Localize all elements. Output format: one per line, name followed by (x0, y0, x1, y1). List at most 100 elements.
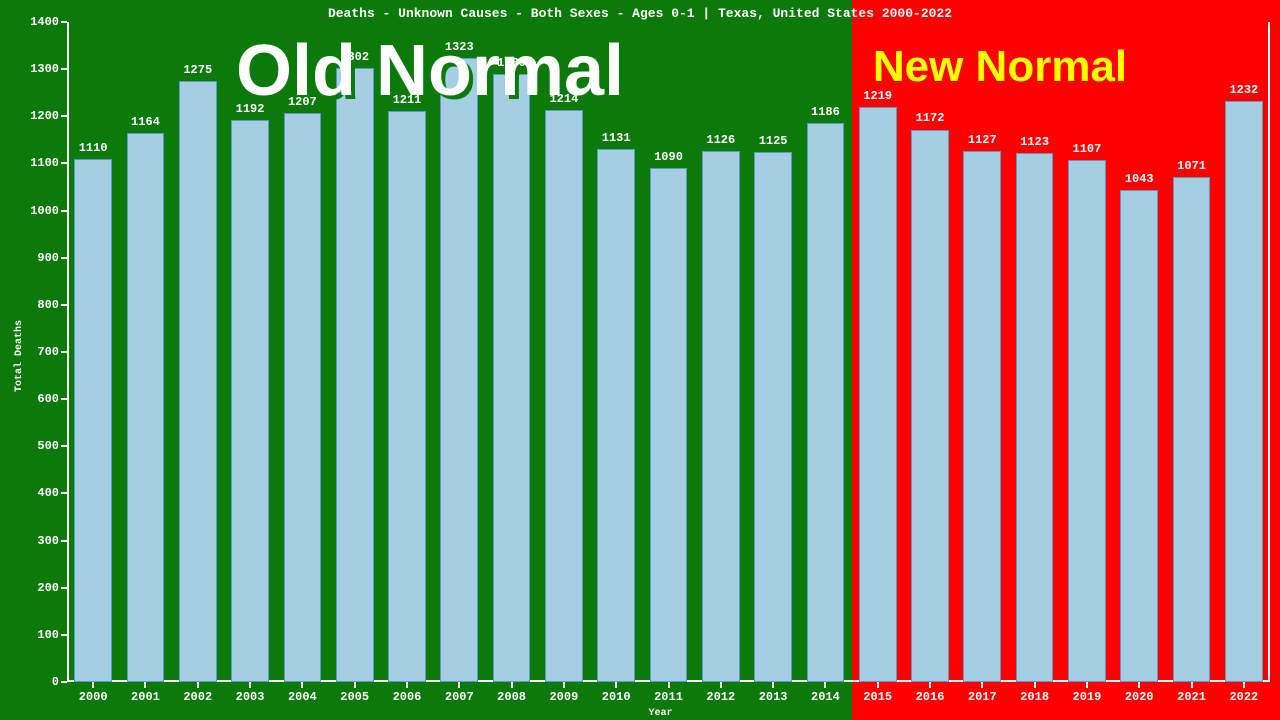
bar (74, 159, 112, 682)
bar-value-label: 1071 (1177, 159, 1206, 173)
x-tick (1086, 682, 1088, 688)
bar (231, 120, 269, 682)
bar-value-label: 1219 (863, 89, 892, 103)
y-tick (61, 304, 67, 306)
x-tick (772, 682, 774, 688)
bar-value-label: 1186 (811, 105, 840, 119)
bar (859, 107, 897, 682)
x-tick-label: 2013 (759, 690, 788, 704)
y-tick (61, 398, 67, 400)
bar-value-label: 1164 (131, 115, 160, 129)
bar-value-label: 1125 (759, 134, 788, 148)
x-tick (406, 682, 408, 688)
x-tick-label: 2003 (236, 690, 265, 704)
x-tick-label: 2016 (916, 690, 945, 704)
x-tick-label: 2002 (183, 690, 212, 704)
bar-value-label: 1323 (445, 40, 474, 54)
plot-area (67, 22, 1270, 682)
bar (911, 130, 949, 683)
x-tick-label: 2005 (340, 690, 369, 704)
bar (807, 123, 845, 682)
x-tick-label: 2001 (131, 690, 160, 704)
bar-value-label: 1127 (968, 133, 997, 147)
x-tick (720, 682, 722, 688)
y-tick (61, 162, 67, 164)
bar (1068, 160, 1106, 682)
y-tick (61, 540, 67, 542)
x-tick-label: 2021 (1177, 690, 1206, 704)
bar (545, 110, 583, 682)
y-tick (61, 21, 67, 23)
x-tick (1191, 682, 1193, 688)
y-tick-label: 1300 (30, 62, 59, 76)
x-tick-label: 2011 (654, 690, 683, 704)
bar-value-label: 1211 (393, 93, 422, 107)
y-tick (61, 634, 67, 636)
x-tick-label: 2015 (863, 690, 892, 704)
x-tick (563, 682, 565, 688)
bar (754, 152, 792, 682)
y-tick-label: 1000 (30, 204, 59, 218)
x-tick (824, 682, 826, 688)
bar-value-label: 1110 (79, 141, 108, 155)
x-tick (458, 682, 460, 688)
bar (388, 111, 426, 682)
x-axis-title: Year (649, 708, 673, 719)
x-tick-label: 2008 (497, 690, 526, 704)
y-tick-label: 1200 (30, 109, 59, 123)
x-tick (1243, 682, 1245, 688)
bar-value-label: 1192 (236, 102, 265, 116)
bar-value-label: 1289 (497, 56, 526, 70)
y-axis-title: Total Deaths (14, 320, 25, 392)
y-tick (61, 681, 67, 683)
x-tick-label: 2007 (445, 690, 474, 704)
bar (1120, 190, 1158, 682)
x-tick-label: 2020 (1125, 690, 1154, 704)
y-tick (61, 210, 67, 212)
x-tick-label: 2004 (288, 690, 317, 704)
bar-value-label: 1126 (706, 133, 735, 147)
y-tick (61, 115, 67, 117)
x-tick (354, 682, 356, 688)
bar-value-label: 1275 (183, 63, 212, 77)
bar (440, 58, 478, 682)
bar (336, 68, 374, 682)
y-tick-label: 500 (37, 439, 59, 453)
x-tick-label: 2006 (393, 690, 422, 704)
y-tick-label: 600 (37, 392, 59, 406)
y-tick-label: 200 (37, 581, 59, 595)
y-tick (61, 351, 67, 353)
bar-value-label: 1131 (602, 131, 631, 145)
bar (284, 113, 322, 682)
bar (597, 149, 635, 682)
x-tick (1138, 682, 1140, 688)
bar (493, 74, 531, 682)
y-tick-label: 300 (37, 534, 59, 548)
x-tick (249, 682, 251, 688)
y-tick-label: 800 (37, 298, 59, 312)
bar-value-label: 1232 (1229, 83, 1258, 97)
bar (1173, 177, 1211, 682)
y-tick (61, 257, 67, 259)
x-tick-label: 2009 (549, 690, 578, 704)
x-tick-label: 2012 (706, 690, 735, 704)
chart-title: Deaths - Unknown Causes - Both Sexes - A… (0, 6, 1280, 21)
y-tick (61, 492, 67, 494)
y-axis-line (67, 22, 69, 682)
x-tick-label: 2014 (811, 690, 840, 704)
x-tick-label: 2000 (79, 690, 108, 704)
x-tick (144, 682, 146, 688)
y-tick (61, 68, 67, 70)
bar-value-label: 1207 (288, 95, 317, 109)
x-tick (197, 682, 199, 688)
y-tick-label: 400 (37, 486, 59, 500)
y-tick-label: 700 (37, 345, 59, 359)
bar-value-label: 1043 (1125, 172, 1154, 186)
bar-value-label: 1107 (1073, 142, 1102, 156)
bar (702, 151, 740, 682)
chart-container: Deaths - Unknown Causes - Both Sexes - A… (0, 0, 1280, 720)
x-tick-label: 2022 (1229, 690, 1258, 704)
bar-value-label: 1302 (340, 50, 369, 64)
bar-value-label: 1214 (549, 92, 578, 106)
bar (1225, 101, 1263, 682)
